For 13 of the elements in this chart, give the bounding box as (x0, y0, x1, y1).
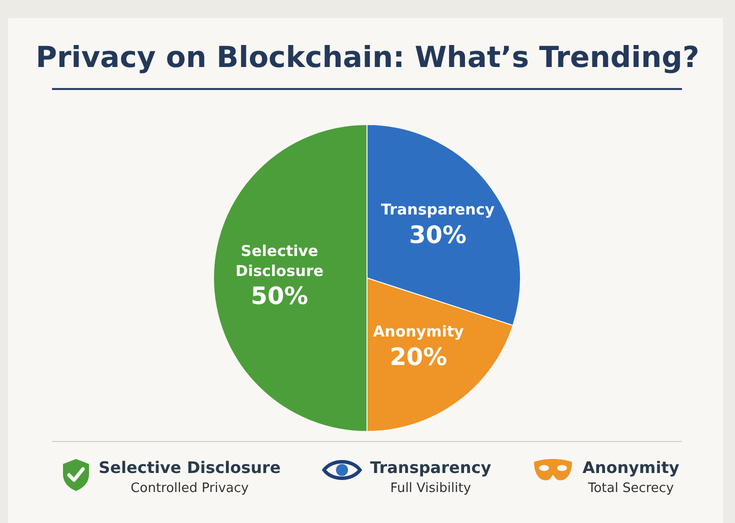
chart-title: Privacy on Blockchain: What’s Trending? (34, 40, 700, 74)
slice-label: Transparency (381, 200, 495, 218)
data-label: 50% (250, 282, 308, 310)
data-label: 30% (409, 220, 467, 249)
text: Full Visibility (389, 481, 472, 496)
slice-label: Selective Disclosure (235, 242, 324, 280)
legend-label: Anonymity (582, 458, 680, 477)
legend-label: Selective Disclosure (98, 458, 281, 477)
legend-label: Transparency (370, 458, 492, 477)
text: Controlled Privacy (130, 481, 250, 496)
text: Total Secrecy (586, 481, 675, 496)
slice-label: Anonymity (373, 322, 464, 341)
data-label: 20% (390, 343, 448, 372)
